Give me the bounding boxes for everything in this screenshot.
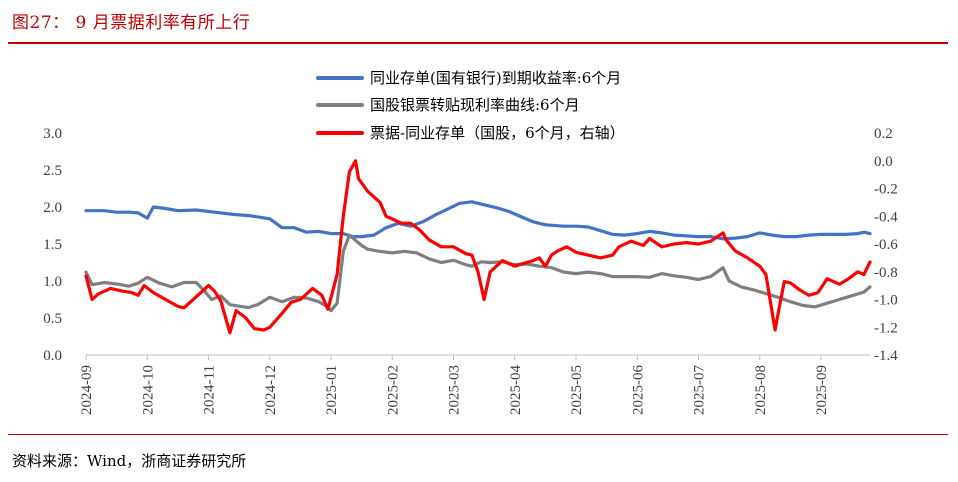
x-tick-label: 2025-01: [324, 365, 340, 415]
legend-label: 同业存单(国有银行)到期收益率:6个月: [370, 69, 621, 87]
y-left-tick-label: 2.5: [43, 163, 62, 179]
x-tick-label: 2024-10: [140, 365, 156, 415]
legend-label: 票据-同业存单（国股，6个月，右轴）: [370, 124, 625, 142]
y-left-tick-label: 0.0: [43, 348, 62, 364]
y-right-tick-label: 0.0: [874, 154, 893, 170]
series-line-1: [84, 200, 872, 241]
x-tick-label: 2024-09: [79, 365, 95, 415]
footer-divider: [8, 434, 948, 435]
y-right-tick-label: -0.4: [874, 209, 898, 225]
y-right-tick-label: -0.6: [874, 237, 898, 253]
series-line-2: [84, 233, 872, 313]
x-tick-label: 2025-09: [814, 365, 830, 415]
y-left-tick-label: 2.0: [43, 200, 62, 216]
y-left-tick-label: 1.0: [43, 274, 62, 290]
x-tick-label: 2024-12: [263, 365, 279, 415]
chart-legend: 同业存单(国有银行)到期收益率:6个月国股银票转贴现利率曲线:6个月票据-同业存…: [316, 69, 625, 142]
y-right-tick-label: -0.8: [874, 265, 898, 281]
y-left-tick-label: 1.5: [43, 237, 62, 253]
series-layer: [84, 159, 872, 335]
x-tick-label: 2025-07: [692, 365, 708, 415]
series-line-3: [84, 159, 872, 335]
y-right-tick-label: -1.4: [874, 348, 898, 364]
x-tick-label: 2025-03: [447, 365, 463, 415]
x-tick-label: 2024-11: [202, 365, 218, 414]
x-tick-label: 2025-06: [630, 365, 646, 415]
x-tick-label: 2025-08: [753, 365, 769, 415]
title-divider: [8, 42, 948, 44]
x-tick-label: 2025-05: [569, 365, 585, 415]
y-right-tick-label: -1.2: [874, 320, 898, 336]
x-tick-label: 2025-04: [508, 365, 524, 415]
y-right-tick-label: -1.0: [874, 293, 898, 309]
y-right-tick-label: -0.2: [874, 182, 898, 198]
legend-label: 国股银票转贴现利率曲线:6个月: [370, 96, 580, 114]
source-note: 资料来源：Wind，浙商证券研究所: [12, 452, 247, 470]
x-tick-label: 2025-02: [385, 365, 401, 415]
figure-title: 图27： 9 月票据利率有所上行: [12, 13, 251, 33]
y-right-tick-label: 0.2: [874, 126, 893, 142]
chart-axes: 0.0 0.5 1.0 1.5 2.0 2.5 3.0 0.2 0.0 -0.2 -0.4 -0.6 -…: [43, 126, 898, 415]
y-left-tick-label: 3.0: [43, 126, 62, 142]
y-left-tick-label: 0.5: [43, 311, 62, 327]
